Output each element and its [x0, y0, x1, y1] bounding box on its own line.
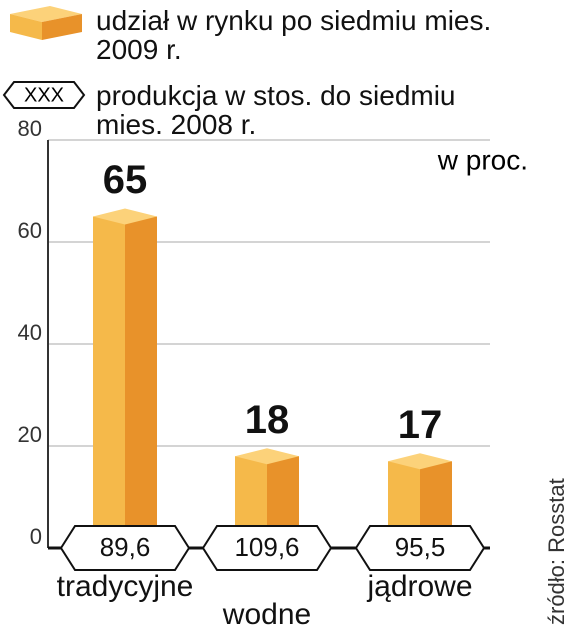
unit-note: w proc.: [437, 144, 528, 175]
bar-side: [125, 216, 157, 548]
production-hexagon: [201, 525, 333, 571]
bar: [93, 208, 157, 548]
value-label: 17: [398, 403, 443, 447]
legend-entry: produkcja w stos. do siedmiu mies. 2008 …: [96, 80, 456, 140]
bar-top: [388, 453, 452, 470]
y-tick-label: 40: [18, 320, 42, 345]
production-label: 109,6: [234, 532, 299, 562]
y-tick-label: 80: [18, 116, 42, 141]
value-label: 18: [245, 398, 290, 442]
bar-top: [93, 208, 157, 225]
legend-box-icon: [10, 6, 82, 40]
legend-hexagon: [2, 81, 86, 109]
y-tick-label: 60: [18, 218, 42, 243]
x-tick-label: tradycyjne: [57, 570, 194, 603]
production-hexagon: [354, 525, 486, 571]
legend-symbol-text: XXX: [24, 84, 64, 106]
source: źródło: Rosstat: [544, 478, 569, 625]
x-tick-label: jądrowe: [366, 570, 472, 603]
x-tick-label: wodne: [222, 598, 311, 631]
production-label: 89,6: [100, 532, 151, 562]
production-hexagon: [59, 525, 191, 571]
y-tick-label: 0: [30, 524, 42, 549]
bar-front: [93, 216, 125, 548]
value-label: 65: [103, 158, 148, 202]
y-tick-label: 20: [18, 422, 42, 447]
production-label: 95,5: [395, 532, 446, 562]
legend-entry: udział w rynku po siedmiu mies. 2009 r.: [96, 5, 492, 65]
bar-top: [235, 448, 299, 465]
